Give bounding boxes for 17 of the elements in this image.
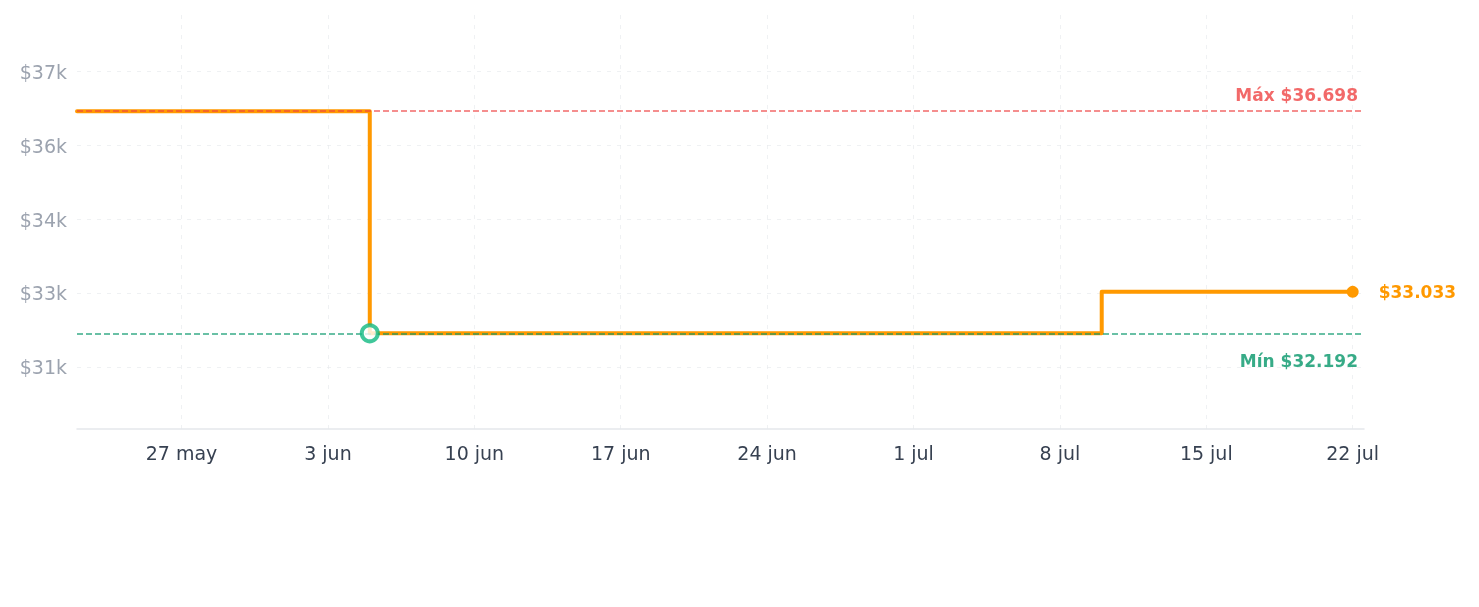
- y-tick-label: $33k: [19, 282, 67, 305]
- annotation: $33.033: [1378, 281, 1457, 302]
- y-tick-label: $34k: [19, 208, 67, 231]
- ref-line-label: Mín $32.192: [1239, 350, 1358, 371]
- y-tick-label: $37k: [19, 60, 67, 83]
- x-tick-label: 10 jun: [444, 441, 505, 464]
- x-tick-label: 27 may: [145, 441, 218, 464]
- x-tick-label: 22 jul: [1326, 441, 1380, 464]
- x-tick-label: 15 jul: [1179, 441, 1233, 464]
- x-tick-label: 3 jun: [304, 441, 352, 464]
- y-tick-label: $31k: [19, 356, 67, 379]
- x-tick-label: 24 jun: [737, 441, 797, 464]
- ref-line-label: Máx $36.698: [1235, 84, 1358, 105]
- x-tick-label: 8 jul: [1039, 441, 1081, 464]
- y-tick-label: $36k: [19, 134, 67, 157]
- x-tick-label: 17 jun: [590, 441, 651, 464]
- x-tick-label: 1 jul: [893, 441, 934, 464]
